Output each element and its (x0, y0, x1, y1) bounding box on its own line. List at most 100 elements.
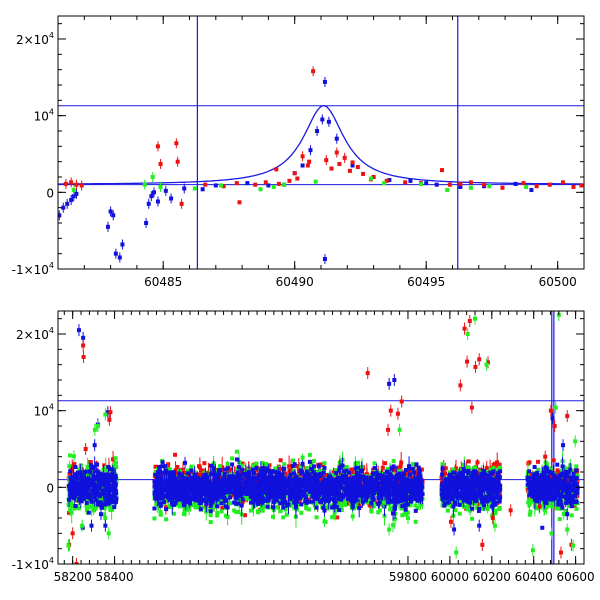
top-ytick-label-0: -1×104 (12, 261, 54, 277)
cloud-r-1-718 (399, 460, 404, 465)
cloud-g-1-1053 (193, 505, 198, 510)
point-i-0 (58, 213, 62, 218)
cloud-g-3-52 (561, 511, 566, 516)
cloud-g-1-342 (259, 507, 264, 512)
point-r-22 (307, 159, 312, 164)
point-r-6 (174, 141, 179, 146)
cloud-g-3-184 (529, 498, 534, 503)
point-g-15 (487, 184, 492, 189)
cloud-g-1-399 (391, 459, 396, 464)
cloud-r-0-131 (102, 463, 107, 468)
cloud-g-3-26 (544, 505, 549, 510)
point-i-8 (111, 213, 116, 218)
cloud-g-3-20 (554, 506, 559, 511)
top-ytick-label-3: 2×104 (16, 31, 54, 47)
point-i-42 (513, 181, 518, 186)
cloud-g-1-415 (153, 470, 158, 475)
cloud-g-2-41 (497, 505, 502, 510)
cloud-g-1-269 (400, 513, 405, 518)
cloud-g-1-994 (178, 501, 183, 506)
cloud-g-0-132 (107, 504, 112, 509)
point-r-9 (203, 182, 208, 187)
cloud-r-1-807 (243, 513, 248, 518)
cloud-g-0-26 (77, 467, 82, 472)
cloud-g-1-1062 (152, 516, 157, 521)
cloud-g-0-173 (89, 505, 94, 510)
point-g-4 (192, 186, 197, 191)
point-r-45 (534, 184, 539, 189)
cloud-g-3-74 (528, 509, 533, 514)
cloud-g-3-35 (527, 512, 532, 517)
point-r-34 (371, 175, 376, 179)
cloud-g-1-557 (377, 508, 382, 513)
point-r-40 (458, 181, 463, 186)
cloud-g-1-829 (307, 452, 312, 457)
cloud-g-2-7 (462, 504, 467, 509)
cloud-g-3-190 (534, 506, 539, 511)
cloud-r-1-888 (278, 458, 283, 463)
cloud-r-2-133 (491, 462, 496, 467)
cloud-g-1-975 (342, 465, 347, 470)
point-r-18 (292, 171, 297, 176)
point-r-47 (560, 180, 565, 185)
point-r-19 (295, 176, 300, 181)
cloud-g-1-622 (361, 496, 366, 501)
cloud-r-2-95 (466, 459, 471, 464)
point-r-41 (468, 180, 473, 185)
cloud-g-1-234 (182, 507, 187, 512)
cloud-g-1-797 (312, 503, 317, 508)
cloud-r-1-629 (166, 462, 171, 467)
cloud-g-1-373 (164, 517, 169, 522)
cloud-g-1-208 (260, 460, 265, 465)
cloud-r-2-202 (491, 474, 496, 479)
cloud-g-2-182 (461, 462, 466, 467)
point-r-29 (347, 168, 352, 173)
cloud-g-2-211 (474, 505, 479, 510)
point-i-28 (315, 129, 320, 133)
point-r-14 (263, 180, 268, 185)
cloud-g-2-44 (470, 516, 475, 521)
cloud-r-0-113 (87, 460, 92, 465)
cloud-g-1-72 (332, 514, 337, 519)
point-g-9 (313, 179, 318, 184)
cloud-r-1-934 (345, 501, 350, 506)
cloud-g-2-117 (486, 504, 491, 509)
cloud-g-0-25 (102, 512, 107, 517)
cloud-i-0-1 (95, 462, 100, 467)
point-r-39 (447, 182, 452, 187)
cloud-g-1-216 (167, 503, 172, 508)
point-i-23 (266, 183, 271, 188)
cloud-g-1-1031 (389, 495, 394, 500)
cloud-g-1-584 (270, 514, 275, 519)
cloud-r-1-839 (392, 468, 397, 473)
cloud-r-1-1075 (197, 464, 202, 469)
point-i-26 (300, 163, 305, 168)
cloud-r-1-867 (406, 470, 411, 475)
cloud-g-1-251 (274, 505, 279, 510)
cloud-g-1-1065 (300, 455, 305, 460)
cloud-r-1-882 (198, 468, 203, 473)
cloud-g-2-103 (498, 465, 503, 470)
top-ytick-label-1: 0 (46, 186, 54, 200)
cloud-g-1-609 (338, 500, 343, 505)
cloud-g-1-34 (217, 464, 222, 469)
cloud-g-1-940 (354, 504, 359, 509)
point-g-10 (368, 176, 373, 181)
point-i-29 (320, 117, 325, 122)
point-r-7 (175, 159, 180, 164)
cloud-r-1-847 (228, 467, 233, 472)
cloud-g-1-778 (327, 504, 332, 509)
cloud-g-1-417 (215, 513, 220, 518)
cloud-r-2-48 (453, 466, 458, 471)
cloud-r-2-182 (475, 460, 480, 465)
cloud-i-0-43 (80, 474, 85, 479)
cloud-g-0-0 (79, 463, 84, 468)
cloud-g-1-1090 (410, 462, 415, 467)
point-r-26 (334, 150, 339, 155)
cloud-g-1-1131 (337, 505, 342, 510)
cloud-g-2-177 (453, 498, 458, 503)
cloud-g-1-1080 (402, 512, 407, 517)
cloud-g-2-144 (447, 470, 452, 475)
cloud-g-1-764 (225, 515, 230, 520)
